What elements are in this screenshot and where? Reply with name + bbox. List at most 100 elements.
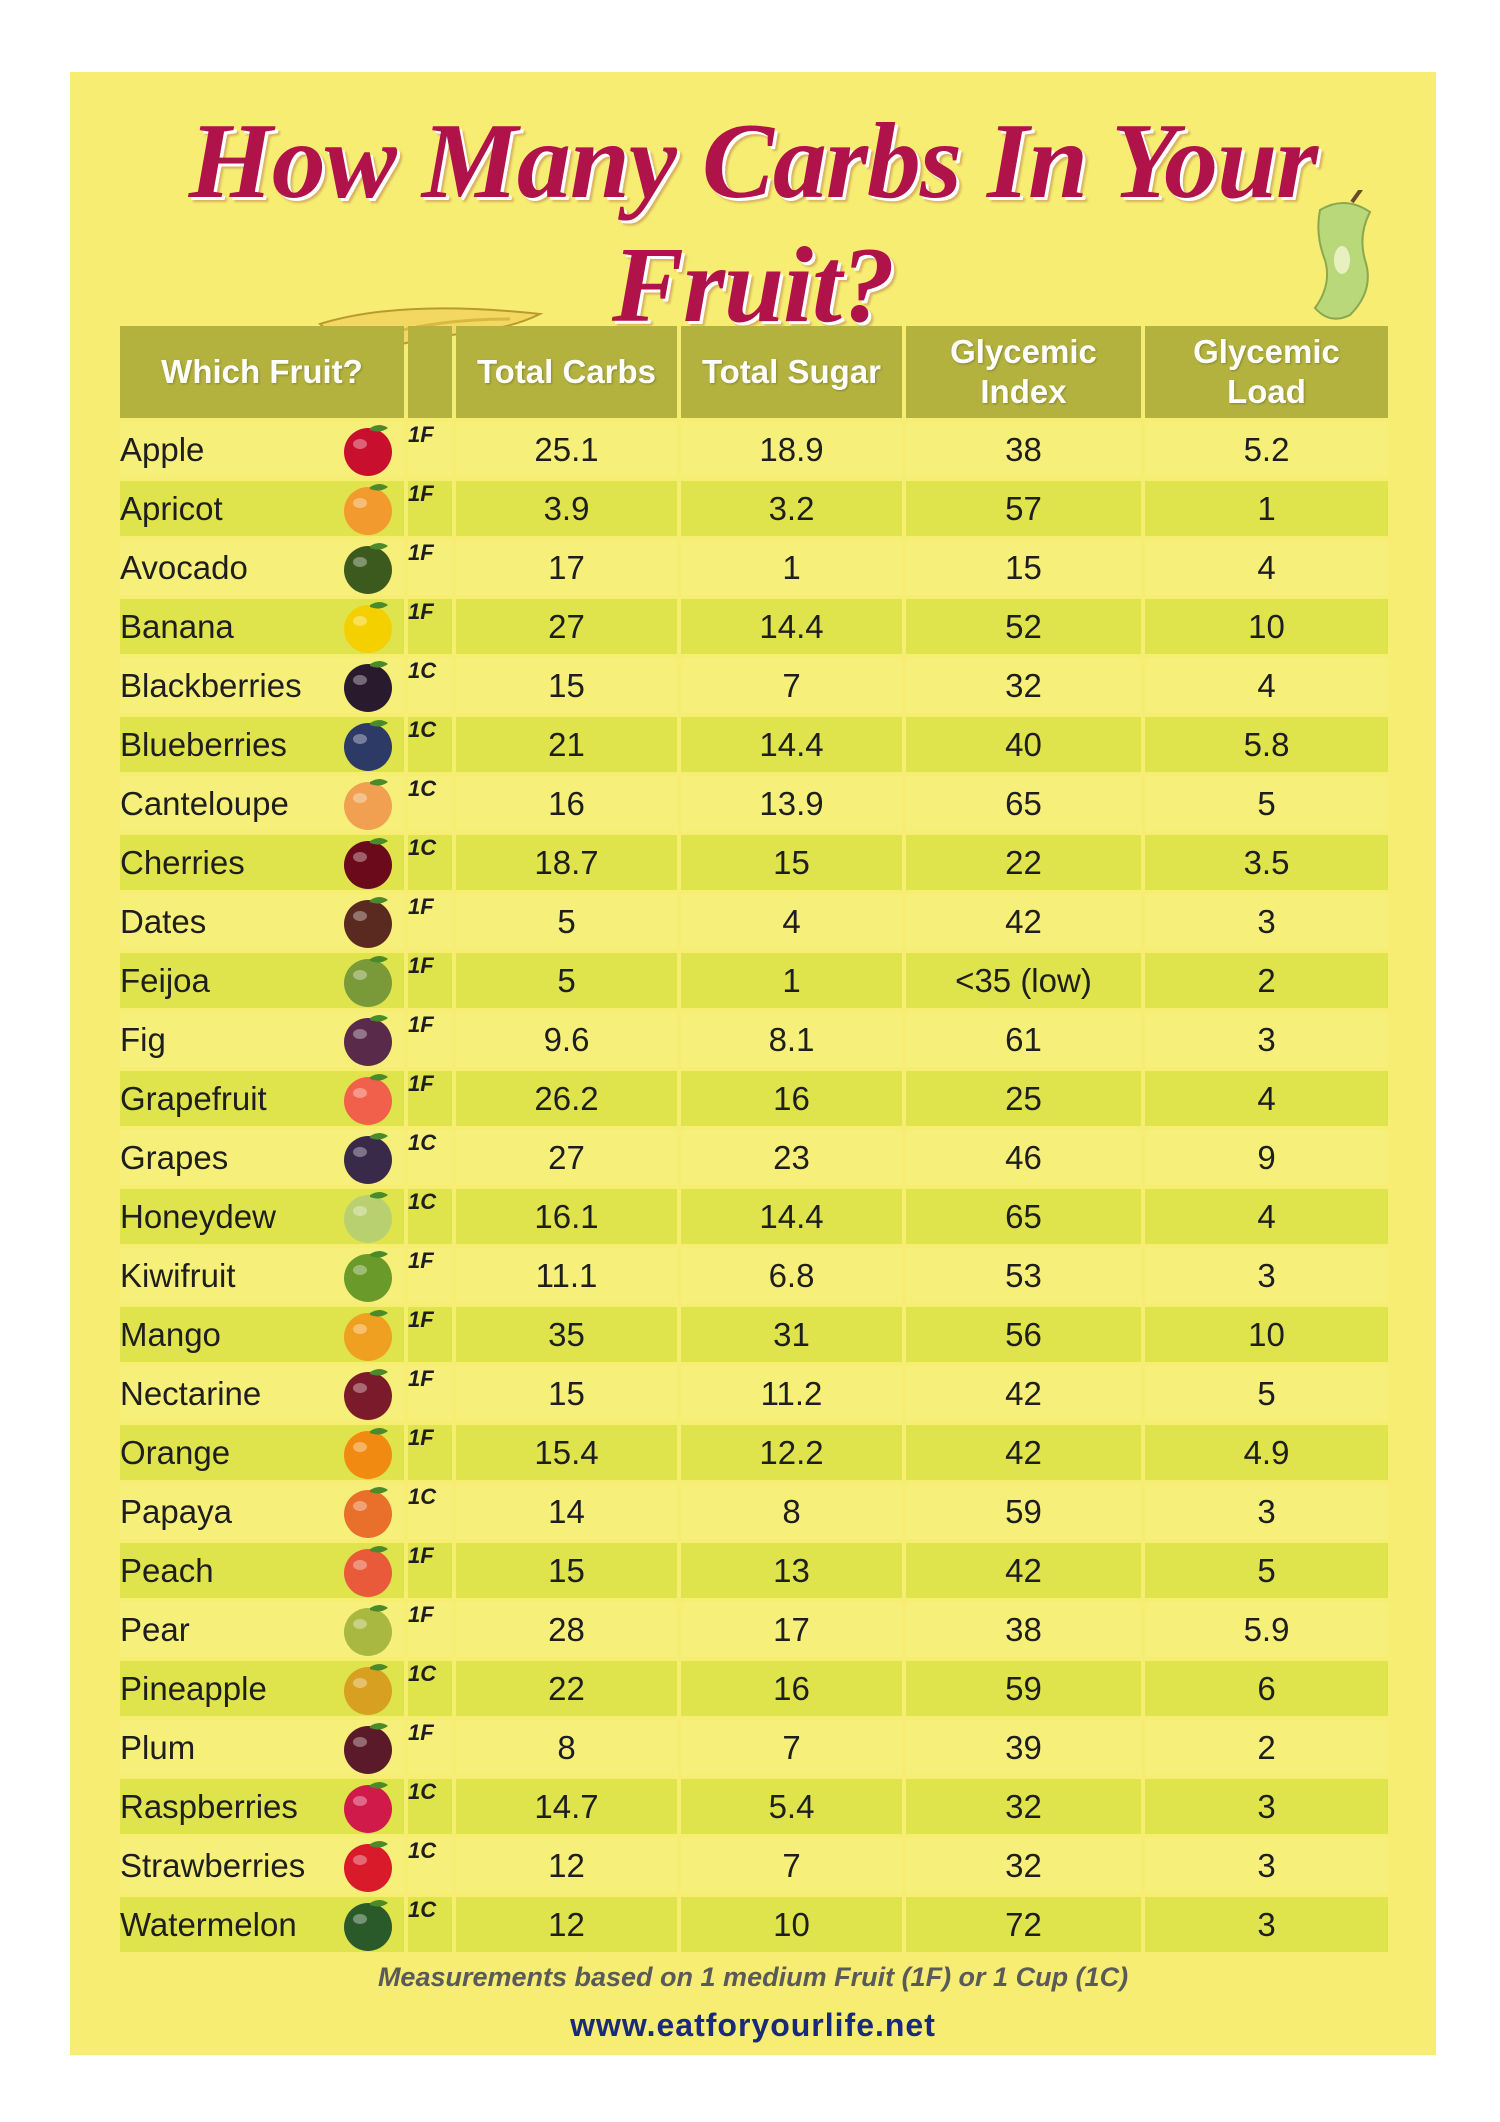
unit-cell: 1C <box>408 717 452 772</box>
banana-icon <box>344 602 392 653</box>
total-sugar-cell: 6.8 <box>681 1248 902 1303</box>
glycemic-load-cell: 3 <box>1145 894 1388 949</box>
fruit-name-cell: Raspberries <box>120 1779 404 1834</box>
canteloupe-icon <box>344 779 392 830</box>
glycemic-load-cell: 3 <box>1145 1897 1388 1952</box>
glycemic-load-cell: 4.9 <box>1145 1425 1388 1480</box>
fruit-name: Honeydew <box>120 1197 276 1235</box>
orange-icon <box>344 1428 392 1479</box>
table-row: Orange 1F 15.4 12.2 42 4.9 <box>120 1425 1388 1480</box>
kiwifruit-icon <box>344 1251 392 1302</box>
fruit-name-cell: Dates <box>120 894 404 949</box>
header-glycemic-index-line2: Index <box>980 373 1067 410</box>
total-sugar-cell: 14.4 <box>681 1189 902 1244</box>
glycemic-load-cell: 10 <box>1145 1307 1388 1362</box>
unit-cell: 1C <box>408 1661 452 1716</box>
fruit-name-cell: Strawberries <box>120 1838 404 1893</box>
glycemic-index-cell: 32 <box>906 1779 1141 1834</box>
total-carbs-cell: 12 <box>456 1838 677 1893</box>
total-sugar-cell: 18.9 <box>681 422 902 477</box>
fruit-name: Dates <box>120 902 207 940</box>
unit-cell: 1C <box>408 1779 452 1834</box>
fruit-name: Nectarine <box>120 1374 262 1412</box>
blackberries-icon <box>344 661 392 712</box>
table-row: Plum 1F 8 7 39 2 <box>120 1720 1388 1775</box>
total-carbs-cell: 21 <box>456 717 677 772</box>
total-sugar-cell: 7 <box>681 658 902 713</box>
mango-icon <box>344 1310 392 1361</box>
fruit-name: Pineapple <box>120 1669 267 1707</box>
glycemic-index-cell: 52 <box>906 599 1141 654</box>
header-glycemic-load: Glycemic Load <box>1145 326 1388 418</box>
table-row: Pear 1F 28 17 38 5.9 <box>120 1602 1388 1657</box>
fruit-name: Grapefruit <box>120 1079 267 1117</box>
total-carbs-cell: 3.9 <box>456 481 677 536</box>
table-row: Kiwifruit 1F 11.1 6.8 53 3 <box>120 1248 1388 1303</box>
table-row: Avocado 1F 17 1 15 4 <box>120 540 1388 595</box>
glycemic-index-cell: 42 <box>906 1366 1141 1421</box>
fruit-name: Blackberries <box>120 666 302 704</box>
total-sugar-cell: 8.1 <box>681 1012 902 1067</box>
fruit-name-cell: Pineapple <box>120 1661 404 1716</box>
glycemic-index-cell: 42 <box>906 894 1141 949</box>
total-carbs-cell: 5 <box>456 894 677 949</box>
fruit-name: Watermelon <box>120 1905 297 1943</box>
total-sugar-cell: 16 <box>681 1661 902 1716</box>
total-carbs-cell: 15 <box>456 1543 677 1598</box>
total-sugar-cell: 13.9 <box>681 776 902 831</box>
glycemic-load-cell: 3 <box>1145 1779 1388 1834</box>
header-unit <box>408 326 452 418</box>
fruit-name: Apricot <box>120 489 223 527</box>
fruit-name: Raspberries <box>120 1787 298 1825</box>
unit-cell: 1C <box>408 1897 452 1952</box>
total-sugar-cell: 10 <box>681 1897 902 1952</box>
table-row: Fig 1F 9.6 8.1 61 3 <box>120 1012 1388 1067</box>
feijoa-icon <box>344 956 392 1007</box>
fruit-name-cell: Feijoa <box>120 953 404 1008</box>
table-row: Raspberries 1C 14.7 5.4 32 3 <box>120 1779 1388 1834</box>
website-link[interactable]: www.eatforyourlife.net <box>570 2007 936 2043</box>
glycemic-index-cell: 59 <box>906 1484 1141 1539</box>
total-carbs-cell: 27 <box>456 1130 677 1185</box>
table-row: Pineapple 1C 22 16 59 6 <box>120 1661 1388 1716</box>
papaya-icon <box>344 1487 392 1538</box>
glycemic-index-cell: 38 <box>906 422 1141 477</box>
total-sugar-cell: 7 <box>681 1720 902 1775</box>
table-row: Cherries 1C 18.7 15 22 3.5 <box>120 835 1388 890</box>
glycemic-index-cell: 61 <box>906 1012 1141 1067</box>
fruit-name: Canteloupe <box>120 784 289 822</box>
unit-cell: 1F <box>408 540 452 595</box>
fruit-name: Grapes <box>120 1138 229 1176</box>
glycemic-load-cell: 5 <box>1145 776 1388 831</box>
unit-cell: 1F <box>408 894 452 949</box>
header-glycemic-index: Glycemic Index <box>906 326 1141 418</box>
table-row: Apple 1F 25.1 18.9 38 5.2 <box>120 422 1388 477</box>
glycemic-index-cell: 22 <box>906 835 1141 890</box>
glycemic-index-cell: 38 <box>906 1602 1141 1657</box>
fruit-name-cell: Cherries <box>120 835 404 890</box>
glycemic-load-cell: 3 <box>1145 1248 1388 1303</box>
table-row: Canteloupe 1C 16 13.9 65 5 <box>120 776 1388 831</box>
table-row: Grapes 1C 27 23 46 9 <box>120 1130 1388 1185</box>
total-carbs-cell: 22 <box>456 1661 677 1716</box>
glycemic-index-cell: 25 <box>906 1071 1141 1126</box>
table-row: Dates 1F 5 4 42 3 <box>120 894 1388 949</box>
total-sugar-cell: 7 <box>681 1838 902 1893</box>
table-row: Apricot 1F 3.9 3.2 57 1 <box>120 481 1388 536</box>
total-sugar-cell: 12.2 <box>681 1425 902 1480</box>
fruit-name-cell: Avocado <box>120 540 404 595</box>
fruit-name-cell: Papaya <box>120 1484 404 1539</box>
fruit-name: Feijoa <box>120 961 210 999</box>
total-sugar-cell: 4 <box>681 894 902 949</box>
unit-cell: 1C <box>408 658 452 713</box>
total-carbs-cell: 8 <box>456 1720 677 1775</box>
total-sugar-cell: 17 <box>681 1602 902 1657</box>
total-carbs-cell: 35 <box>456 1307 677 1362</box>
plum-icon <box>344 1723 392 1774</box>
glycemic-load-cell: 4 <box>1145 540 1388 595</box>
total-carbs-cell: 14 <box>456 1484 677 1539</box>
table-row: Watermelon 1C 12 10 72 3 <box>120 1897 1388 1952</box>
fruit-name-cell: Pear <box>120 1602 404 1657</box>
unit-cell: 1F <box>408 422 452 477</box>
glycemic-load-cell: 3.5 <box>1145 835 1388 890</box>
